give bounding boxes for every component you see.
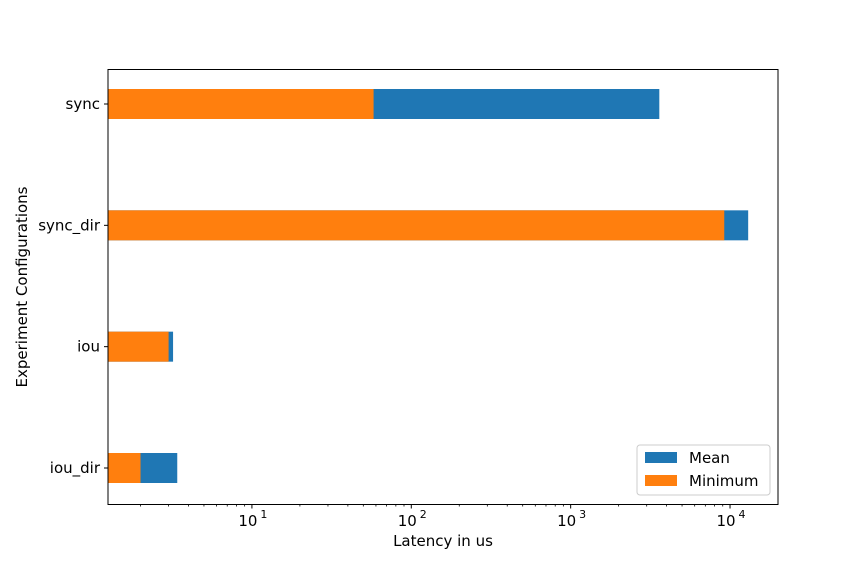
x-tick-label: 10 bbox=[238, 512, 257, 530]
x-axis-label: Latency in us bbox=[393, 532, 493, 550]
y-tick-label-iou-dir: iou_dir bbox=[50, 459, 101, 478]
bar-minimum-iou-dir bbox=[108, 453, 141, 483]
legend-swatch-mean bbox=[645, 452, 677, 463]
y-axis-label: Experiment Configurations bbox=[13, 186, 31, 387]
bars-layer bbox=[108, 89, 749, 483]
plot-frame bbox=[107, 69, 779, 505]
y-tick-label-iou: iou bbox=[77, 338, 100, 356]
x-tick-exponent: 3 bbox=[579, 508, 586, 521]
x-tick-exponent: 2 bbox=[420, 508, 427, 521]
y-tick-label-sync: sync bbox=[66, 95, 100, 113]
x-tick-label: 10 bbox=[716, 512, 735, 530]
x-tick-exponent: 4 bbox=[739, 508, 746, 521]
x-tick-label: 10 bbox=[398, 512, 417, 530]
legend-label-minimum: Minimum bbox=[689, 472, 759, 490]
x-tick-label: 10 bbox=[557, 512, 576, 530]
bar-minimum-sync-dir bbox=[108, 210, 725, 241]
bar-minimum-sync bbox=[108, 89, 374, 119]
x-axis-ticks: 10 1 10 2 10 3 10 4 bbox=[140, 504, 746, 530]
legend-label-mean: Mean bbox=[689, 449, 730, 467]
legend: Mean Minimum bbox=[636, 444, 771, 496]
y-tick-label-sync-dir: sync_dir bbox=[38, 216, 101, 235]
x-tick-exponent: 1 bbox=[260, 508, 267, 521]
bar-minimum-iou bbox=[108, 331, 169, 362]
legend-swatch-minimum bbox=[645, 475, 677, 486]
